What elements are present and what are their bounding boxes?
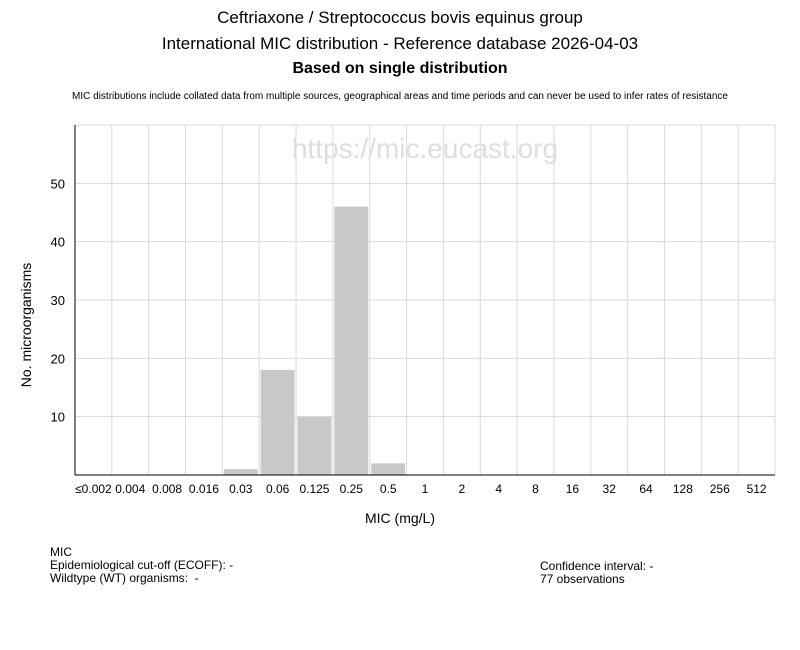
disclaimer-text: MIC distributions include collated data … — [72, 91, 728, 102]
distribution-basis: Based on single distribution — [292, 60, 508, 77]
x-tick-label: 0.03 — [229, 482, 253, 496]
x-tick-label: 0.125 — [299, 482, 329, 496]
y-tick-label: 40 — [51, 235, 65, 250]
y-tick-label: 20 — [51, 351, 65, 366]
y-tick-label: 50 — [51, 176, 65, 191]
mic-label: MIC — [50, 545, 72, 559]
observations-count: 77 observations — [540, 572, 625, 586]
y-axis-label: No. microorganisms — [18, 263, 34, 387]
x-tick-label: 512 — [747, 482, 767, 496]
axis-layer: 10 20 30 40 50 ≤0.002 0.004 0.008 0.016 0.03 0.06 0… — [51, 125, 775, 496]
bar-0.25 — [334, 206, 369, 475]
footer-right: Confidence interval: - 77 observations — [540, 560, 653, 586]
bar-0.03 — [223, 469, 258, 475]
x-tick-label: 1 — [422, 482, 429, 496]
x-tick-label: 0.004 — [115, 482, 145, 496]
confidence-interval-text: Confidence interval: - — [540, 559, 654, 573]
ecoff-text: Epidemiological cut-off (ECOFF): - — [50, 558, 234, 572]
chart-subtitle: International MIC distribution - Referen… — [161, 34, 639, 53]
x-tick-label: 256 — [710, 482, 730, 496]
x-tick-label: 0.5 — [380, 482, 397, 496]
y-tick-label: 10 — [51, 410, 65, 425]
watermark: https://mic.eucast.org — [292, 133, 558, 164]
wildtype-text: Wildtype (WT) organisms: - — [50, 571, 199, 585]
x-tick-label: 4 — [495, 482, 502, 496]
x-tick-label: 16 — [566, 482, 580, 496]
x-tick-label: 0.008 — [152, 482, 182, 496]
bar-0.5 — [371, 463, 406, 475]
x-tick-label: 8 — [532, 482, 539, 496]
bar-layer — [223, 206, 406, 475]
x-tick-label: 128 — [673, 482, 693, 496]
x-tick-label: 32 — [603, 482, 617, 496]
x-axis-label: MIC (mg/L) — [365, 510, 435, 526]
x-tick-label: 64 — [639, 482, 653, 496]
chart-title: Ceftriaxone / Streptococcus bovis equinu… — [217, 8, 583, 27]
x-tick-label: ≤0.002 — [75, 482, 112, 496]
footer-left: MIC Epidemiological cut-off (ECOFF): - W… — [50, 546, 233, 585]
x-tick-label: 2 — [458, 482, 465, 496]
x-tick-label: 0.25 — [340, 482, 364, 496]
bar-0.06 — [260, 370, 295, 475]
grid-layer — [74, 124, 776, 476]
x-tick-label: 0.06 — [266, 482, 290, 496]
y-tick-label: 30 — [51, 293, 65, 308]
x-tick-label: 0.016 — [189, 482, 219, 496]
bar-0.125 — [297, 416, 332, 475]
